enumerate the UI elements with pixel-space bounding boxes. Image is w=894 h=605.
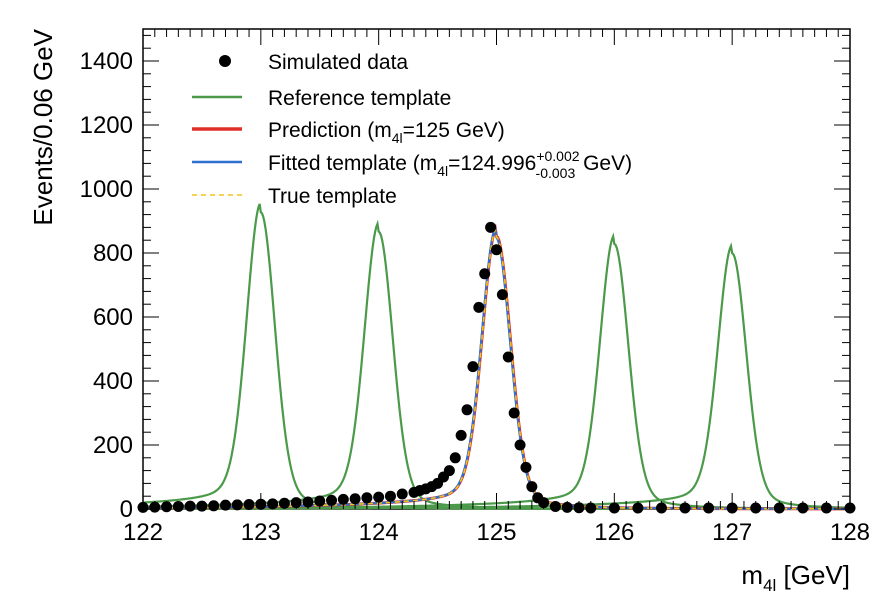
simulated-data-point — [491, 244, 502, 256]
x-tick-label: 128 — [830, 519, 870, 546]
ticks-layer — [142, 29, 851, 510]
y-tick-label: 800 — [93, 240, 133, 267]
x-axis-title-unit: [GeV] — [776, 560, 850, 590]
y-tick-label: 600 — [93, 304, 133, 331]
legend-label-sub: 4l — [437, 163, 448, 179]
prediction-curve — [143, 223, 850, 511]
legend-label-rest: =125 GeV) — [403, 119, 505, 142]
simulated-data-point — [396, 488, 408, 500]
simulated-data-point — [349, 493, 361, 505]
simulated-data-point — [514, 439, 526, 451]
legend-label-main: Prediction (m — [268, 119, 392, 142]
true-template-curve — [142, 226, 850, 510]
simulated-data-point — [496, 289, 508, 301]
y-tick-label: 1200 — [80, 112, 133, 139]
legend-label-main: Fitted template (m — [268, 152, 437, 175]
legend-label: Reference template — [268, 87, 451, 110]
simulated-data-point — [361, 492, 373, 504]
simulated-data-point — [502, 351, 514, 363]
legend-label: Simulated data — [268, 51, 408, 74]
legend-label-lowsub: -0.003 — [536, 165, 576, 181]
simulated-data-point — [326, 494, 338, 506]
x-tick-label: 125 — [476, 519, 516, 546]
y-tick-label: 200 — [93, 432, 133, 459]
legend-label: True template — [268, 185, 397, 208]
y-tick-label: 400 — [93, 368, 133, 395]
simulated-data-point — [449, 452, 461, 464]
simulated-data-point — [443, 465, 455, 477]
simulated-data-point — [473, 301, 485, 313]
simulated-data-point — [455, 429, 467, 441]
legend-label-rest: GeV) — [577, 152, 632, 175]
simulated-data-point — [526, 481, 538, 493]
simulated-data-point — [485, 221, 497, 233]
y-axis-title: Events/0.06 GeV — [28, 28, 58, 225]
legend: Simulated data Reference template Predicti… — [192, 51, 632, 208]
reference-template-curve — [142, 219, 850, 511]
simulated-data-point — [467, 361, 479, 373]
x-tick-label: 126 — [594, 519, 634, 546]
x-axis-title-sub: 4l — [763, 576, 776, 595]
simulated-data-point — [520, 461, 532, 473]
x-axis-title-main: m — [741, 560, 763, 590]
simulated-data-point — [384, 490, 396, 502]
simulated-data-point — [461, 404, 473, 416]
legend-label-sub: 4l — [392, 130, 403, 146]
legend-label-value: =124.996 — [448, 152, 536, 175]
x-axis-title: m4l [GeV] — [741, 560, 850, 595]
plot-frame — [142, 28, 851, 510]
x-tick-label: 124 — [359, 519, 399, 546]
x-tick-label: 127 — [712, 519, 752, 546]
legend-marker-simulated-data — [219, 55, 231, 67]
y-tick-label: 1400 — [80, 48, 133, 75]
fitted-template-curve — [143, 225, 850, 510]
labels-layer: 122 123 124 125 126 127 128 0 200 400 600 800 1000 12… — [28, 28, 870, 595]
legend-label-sup: +0.002 — [536, 148, 579, 164]
x-tick-label: 122 — [123, 519, 163, 546]
x-tick-label: 123 — [241, 519, 281, 546]
y-tick-label: 0 — [120, 496, 133, 523]
curves-layer — [137, 203, 856, 514]
legend-label: Prediction (m4l=125 GeV) — [268, 119, 505, 146]
legend-label: Fitted template (m4l=124.996+0.002 -0.003… — [268, 148, 632, 181]
simulated-data-point — [479, 268, 491, 280]
simulated-data-point — [337, 493, 349, 505]
simulated-data-point — [508, 407, 520, 419]
y-tick-label: 1000 — [80, 176, 133, 203]
